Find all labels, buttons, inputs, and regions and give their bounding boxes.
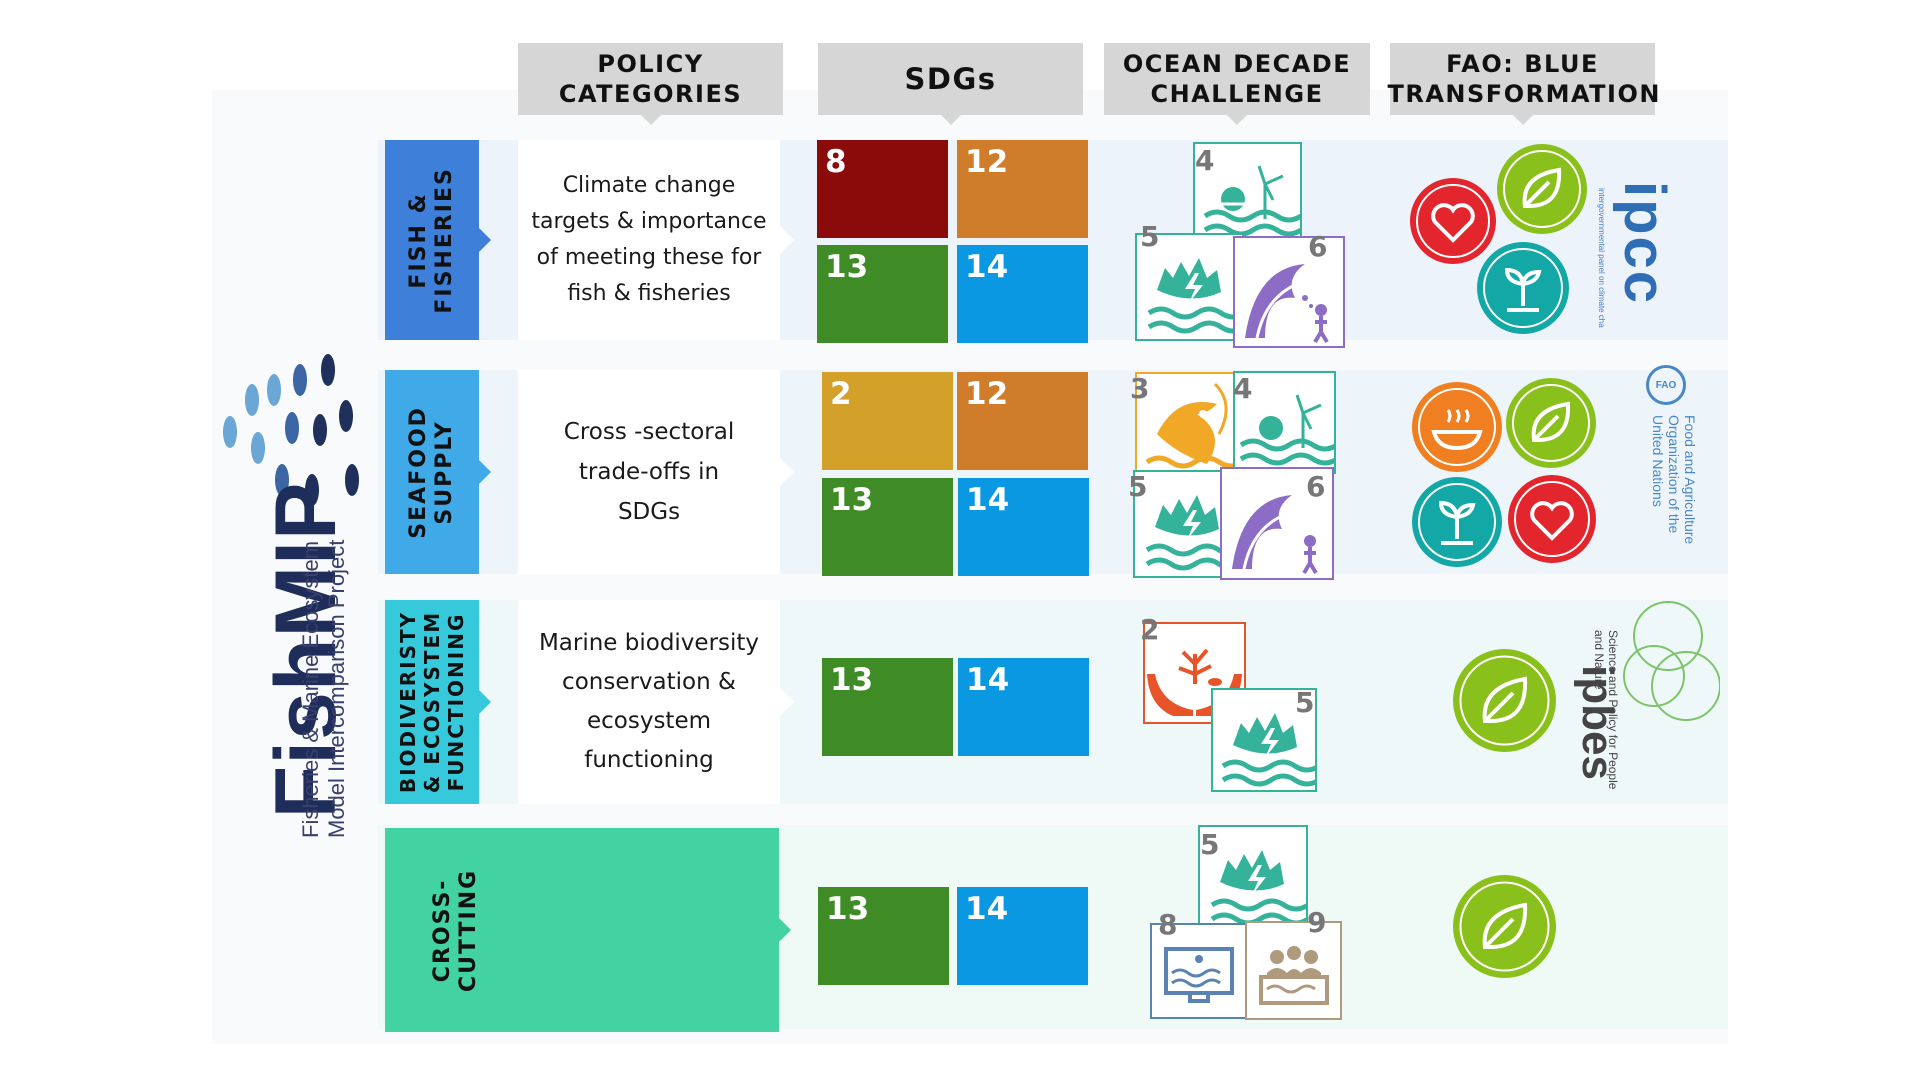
ocean-decade-challenge-4-icon bbox=[1233, 371, 1336, 474]
category-biodiversity: BIODIVERISTY & ECOSYSTEM FUNCTIONING bbox=[385, 600, 491, 804]
ocean-decade-challenge-9-icon bbox=[1245, 921, 1342, 1020]
sdg-tile-14: 14 bbox=[957, 887, 1088, 985]
fao-heart-icon bbox=[1508, 475, 1596, 563]
ocean-decade-number: 2 bbox=[1140, 613, 1160, 646]
ocean-decade-number: 9 bbox=[1307, 906, 1327, 939]
fishmip-logo: FishMIP bbox=[212, 300, 382, 860]
ipcc-logo: ipcc intergovernmental panel on climate … bbox=[1597, 180, 1677, 328]
ocean-decade-challenge-3-icon bbox=[1135, 372, 1245, 475]
sdg-tile-12: 12 bbox=[957, 372, 1088, 470]
ipbes-logo: ipbes Science and Policy for People and … bbox=[1573, 600, 1720, 790]
sdg-tile-12: 12 bbox=[957, 140, 1088, 238]
ocean-decade-challenge-5-icon bbox=[1198, 825, 1308, 933]
description-seafood-supply: Cross -sectoral trade-offs in SDGs bbox=[518, 370, 794, 574]
fao-leaf-icon bbox=[1497, 144, 1587, 234]
sdg-tile-14: 14 bbox=[957, 245, 1088, 343]
ocean-decade-number: 6 bbox=[1306, 470, 1326, 503]
ocean-decade-number: 4 bbox=[1195, 144, 1215, 177]
ocean-decade-number: 5 bbox=[1295, 686, 1315, 719]
ocean-decade-challenge-6-icon bbox=[1233, 236, 1345, 348]
sdg-tile-8: 8 bbox=[817, 140, 948, 238]
header-policy-categories: POLICY CATEGORIES bbox=[518, 43, 783, 125]
ocean-decade-number: 5 bbox=[1140, 220, 1160, 253]
ocean-decade-number: 5 bbox=[1200, 828, 1220, 861]
ocean-decade-number: 3 bbox=[1130, 372, 1150, 405]
ocean-decade-number: 5 bbox=[1128, 470, 1148, 503]
fao-bowl-icon bbox=[1412, 382, 1502, 472]
fishmip-subtitle: Fisheries & Marine Ecosystem Model Inter… bbox=[298, 539, 349, 838]
sdg-tile-13: 13 bbox=[822, 478, 953, 576]
sdg-tile-13: 13 bbox=[822, 658, 953, 756]
ocean-decade-challenge-5-icon bbox=[1211, 688, 1317, 792]
ocean-decade-challenge-5-icon bbox=[1135, 233, 1244, 341]
fish-school-icon bbox=[223, 354, 359, 506]
fao-leaf-icon bbox=[1453, 875, 1556, 978]
sdg-tile-14: 14 bbox=[958, 478, 1089, 576]
ocean-decade-number: 4 bbox=[1233, 372, 1253, 405]
ocean-decade-challenge-4-icon bbox=[1193, 142, 1302, 245]
description-fish-fisheries: Climate change targets & importance of m… bbox=[518, 140, 794, 340]
category-fish-fisheries: FISH & FISHERIES bbox=[385, 140, 491, 340]
fao-sprout-icon bbox=[1477, 242, 1569, 334]
sdg-tile-2: 2 bbox=[822, 372, 953, 470]
header-fao-blue-transformation: FAO: BLUE TRANSFORMATION bbox=[1388, 43, 1659, 125]
ocean-decade-challenge-6-icon bbox=[1220, 467, 1334, 580]
sdg-tile-13: 13 bbox=[818, 887, 949, 985]
ocean-decade-number: 6 bbox=[1308, 230, 1328, 263]
fao-heart-icon bbox=[1410, 178, 1496, 264]
category-seafood-supply: SEAFOOD SUPPLY bbox=[385, 370, 491, 574]
header-ocean-decade: OCEAN DECADE CHALLENGE bbox=[1104, 43, 1370, 125]
sdg-tile-14: 14 bbox=[958, 658, 1089, 756]
fao-sprout-icon bbox=[1412, 477, 1502, 567]
ipbes-circles-icon bbox=[1623, 601, 1720, 721]
header-sdgs: SDGs bbox=[818, 43, 1083, 125]
fao-leaf-icon bbox=[1506, 378, 1596, 468]
category-cross-cutting: CROSS- CUTTING bbox=[385, 828, 791, 1032]
fao-leaf-icon bbox=[1453, 649, 1556, 752]
sdg-tile-13: 13 bbox=[817, 245, 948, 343]
fao-organization-logo: FAO Food and Agriculture Organization of… bbox=[1646, 365, 1714, 575]
description-biodiversity: Marine biodiversity conservation & ecosy… bbox=[518, 600, 794, 804]
fao-emblem-icon: FAO bbox=[1646, 365, 1686, 405]
ocean-decade-number: 8 bbox=[1158, 908, 1178, 941]
